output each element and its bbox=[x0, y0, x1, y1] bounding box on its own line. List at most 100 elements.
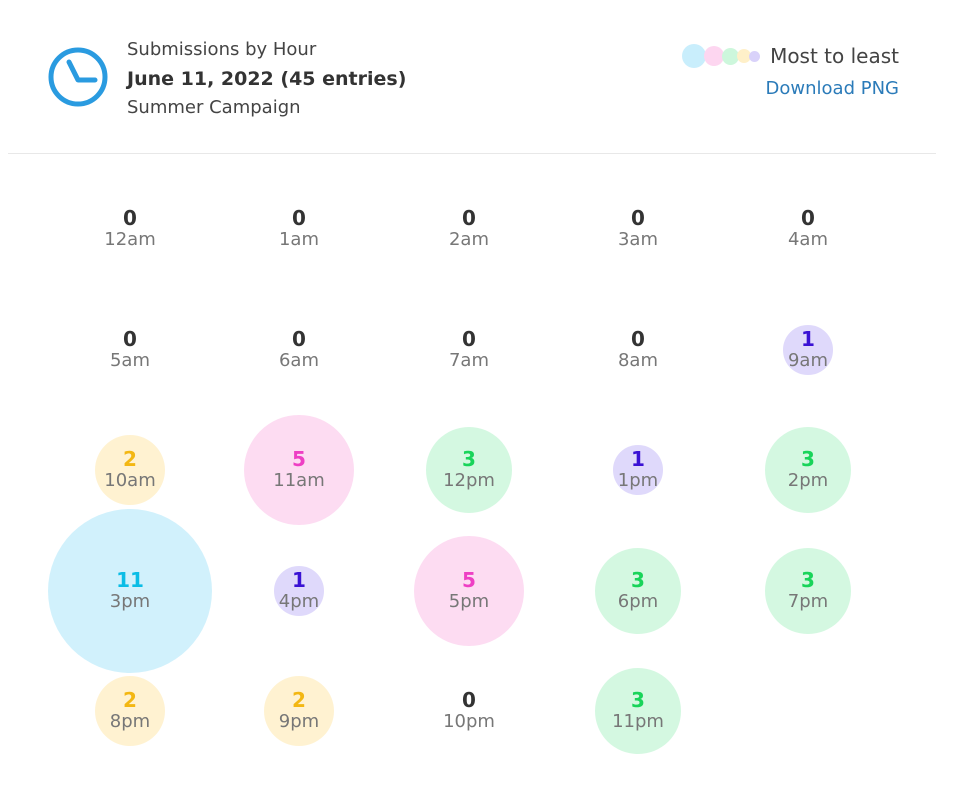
data-label: 0 bbox=[462, 688, 476, 712]
hour-cell-12pm: 3 12pm bbox=[399, 448, 539, 492]
hour-cell-3am: 0 3am bbox=[568, 207, 708, 251]
legend-dot bbox=[682, 44, 707, 68]
data-label: 2 bbox=[292, 688, 306, 712]
hour-label: 11pm bbox=[612, 711, 664, 732]
hour-cell-8pm: 2 8pm bbox=[60, 689, 200, 733]
legend-dot bbox=[749, 50, 761, 62]
hour-cell-3pm: 11 3pm bbox=[60, 569, 200, 613]
data-label: 3 bbox=[801, 568, 815, 592]
hour-cell-10pm: 0 10pm bbox=[399, 689, 539, 733]
hour-cell-10am: 2 10am bbox=[60, 448, 200, 492]
hour-label: 5pm bbox=[448, 591, 490, 612]
hour-cell-9pm: 2 9pm bbox=[229, 689, 369, 733]
data-label: 3 bbox=[631, 688, 645, 712]
bubble-9pm bbox=[264, 676, 334, 746]
data-label: 0 bbox=[631, 327, 645, 351]
data-label: 11 bbox=[116, 568, 144, 592]
data-label: 1 bbox=[801, 327, 815, 351]
hour-label: 12pm bbox=[443, 470, 495, 491]
hour-label: 12am bbox=[104, 229, 156, 250]
data-label: 2 bbox=[123, 447, 137, 471]
data-label: 3 bbox=[801, 447, 815, 471]
hour-label: 5am bbox=[109, 350, 151, 371]
hour-cell-4pm: 1 4pm bbox=[229, 569, 369, 613]
hour-cell-4am: 0 4am bbox=[738, 207, 878, 251]
hour-cell-5am: 0 5am bbox=[60, 328, 200, 372]
bubble-3pm bbox=[48, 509, 212, 673]
legend-dot bbox=[722, 47, 740, 65]
data-label: 3 bbox=[631, 568, 645, 592]
hour-cell-5pm: 5 5pm bbox=[399, 569, 539, 613]
hour-label: 2am bbox=[448, 229, 490, 250]
hour-label: 6am bbox=[278, 350, 320, 371]
bubble-2pm bbox=[765, 427, 851, 513]
bubble-11am bbox=[243, 414, 355, 526]
hour-cell-8am: 0 8am bbox=[568, 328, 708, 372]
bubble-7pm bbox=[765, 548, 851, 634]
hour-cell-2am: 0 2am bbox=[399, 207, 539, 251]
hour-label: 8am bbox=[617, 350, 659, 371]
hour-label: 3pm bbox=[109, 591, 151, 612]
legend: Most to least bbox=[682, 44, 899, 68]
data-label: 0 bbox=[123, 206, 137, 230]
hour-cell-7am: 0 7am bbox=[399, 328, 539, 372]
data-label: 5 bbox=[292, 447, 306, 471]
hour-label: 4pm bbox=[278, 591, 320, 612]
legend-dot bbox=[704, 46, 725, 66]
title-block: Submissions by Hour June 11, 2022 (45 en… bbox=[127, 38, 406, 120]
data-label: 3 bbox=[462, 447, 476, 471]
hour-label: 4am bbox=[787, 229, 829, 250]
data-label: 5 bbox=[462, 568, 476, 592]
data-label: 0 bbox=[462, 327, 476, 351]
data-label: 0 bbox=[292, 206, 306, 230]
legend-dot bbox=[737, 49, 752, 63]
clock-icon bbox=[48, 47, 108, 107]
bubble-9am bbox=[783, 325, 833, 375]
hour-label: 7pm bbox=[787, 591, 829, 612]
bubble-10am bbox=[95, 435, 165, 505]
chart-header: Submissions by Hour June 11, 2022 (45 en… bbox=[0, 0, 956, 154]
data-label: 0 bbox=[292, 327, 306, 351]
data-label: 2 bbox=[123, 688, 137, 712]
bubble-1pm bbox=[613, 445, 663, 495]
legend-dots bbox=[682, 44, 761, 68]
hour-cell-12am: 0 12am bbox=[60, 207, 200, 251]
data-label: 0 bbox=[631, 206, 645, 230]
data-label: 0 bbox=[123, 327, 137, 351]
divider bbox=[8, 153, 936, 154]
hour-label: 1pm bbox=[617, 470, 659, 491]
bubble-4pm bbox=[274, 566, 324, 616]
download-png-link[interactable]: Download PNG bbox=[765, 78, 899, 99]
hour-label: 9am bbox=[787, 350, 829, 371]
data-label: 0 bbox=[462, 206, 476, 230]
hour-label: 3am bbox=[617, 229, 659, 250]
hour-label: 9pm bbox=[278, 711, 320, 732]
hour-cell-6pm: 3 6pm bbox=[568, 569, 708, 613]
hour-cell-2pm: 3 2pm bbox=[738, 448, 878, 492]
bubble-6pm bbox=[595, 548, 681, 634]
hour-cell-6am: 0 6am bbox=[229, 328, 369, 372]
hour-cell-11pm: 3 11pm bbox=[568, 689, 708, 733]
hour-cell-9am: 1 9am bbox=[738, 328, 878, 372]
hour-cell-11am: 5 11am bbox=[229, 448, 369, 492]
hour-label: 2pm bbox=[787, 470, 829, 491]
hour-cell-1am: 0 1am bbox=[229, 207, 369, 251]
legend-label: Most to least bbox=[770, 44, 899, 68]
bubble-8pm bbox=[95, 676, 165, 746]
hour-label: 1am bbox=[278, 229, 320, 250]
data-label: 0 bbox=[801, 206, 815, 230]
hour-label: 10am bbox=[104, 470, 156, 491]
hour-label: 11am bbox=[273, 470, 325, 491]
bubble-12pm bbox=[426, 427, 512, 513]
bubble-5pm bbox=[413, 535, 525, 647]
hour-label: 8pm bbox=[109, 711, 151, 732]
campaign-name: Summer Campaign bbox=[127, 97, 301, 118]
data-label: 1 bbox=[631, 447, 645, 471]
data-label: 1 bbox=[292, 568, 306, 592]
bubble-11pm bbox=[595, 668, 681, 754]
hour-label: 7am bbox=[448, 350, 490, 371]
hour-label: 10pm bbox=[443, 711, 495, 732]
hour-cell-7pm: 3 7pm bbox=[738, 569, 878, 613]
chart-subtitle: Submissions by Hour bbox=[127, 39, 317, 60]
hourly-bubble-chart: 0 12am 0 1am 0 2am 0 3am 0 4am 0 5am 0 6am 0 7am 0 8am 1 9a… bbox=[0, 154, 956, 793]
